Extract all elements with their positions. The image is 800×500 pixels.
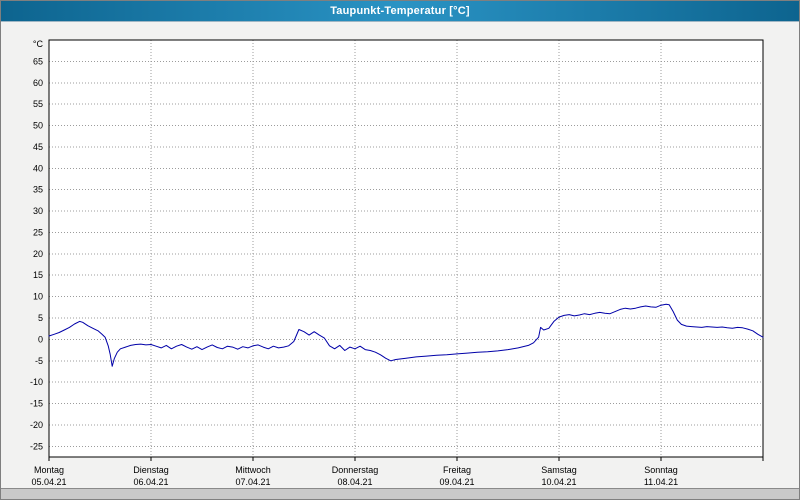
chart-area: °C 65 60 55 50 45 40 35 30 25 20 15 10 5 0 -5 -10 -15 -20-… bbox=[1, 22, 799, 488]
svg-text:25: 25 bbox=[33, 227, 43, 237]
svg-text:10: 10 bbox=[33, 292, 43, 302]
svg-text:0: 0 bbox=[38, 334, 43, 344]
x-label-date: 06.04.21 bbox=[133, 477, 168, 487]
grid-lines bbox=[49, 40, 763, 457]
svg-text:15: 15 bbox=[33, 270, 43, 280]
svg-text:55: 55 bbox=[33, 99, 43, 109]
x-label-day: Freitag bbox=[443, 465, 471, 475]
svg-text:5: 5 bbox=[38, 313, 43, 323]
x-axis-labels: Montag 05.04.21 Dienstag 06.04.21 Mittwoch 07… bbox=[31, 465, 678, 487]
x-label-day: Mittwoch bbox=[235, 465, 271, 475]
svg-text:40: 40 bbox=[33, 163, 43, 173]
x-label-day: Sonntag bbox=[644, 465, 678, 475]
x-label-day: Samstag bbox=[541, 465, 577, 475]
x-label-day: Montag bbox=[34, 465, 64, 475]
y-axis-unit-label: °C bbox=[33, 39, 44, 49]
title-bar: Taupunkt-Temperatur [°C] bbox=[1, 1, 799, 22]
svg-text:20: 20 bbox=[33, 249, 43, 259]
svg-text:60: 60 bbox=[33, 78, 43, 88]
svg-text:35: 35 bbox=[33, 185, 43, 195]
window-title: Taupunkt-Temperatur [°C] bbox=[330, 5, 470, 17]
x-label-date: 07.04.21 bbox=[235, 477, 270, 487]
svg-text:50: 50 bbox=[33, 121, 43, 131]
svg-text:65: 65 bbox=[33, 56, 43, 66]
x-label-date: 08.04.21 bbox=[337, 477, 372, 487]
x-label-day: Dienstag bbox=[133, 465, 169, 475]
x-label-day: Donnerstag bbox=[332, 465, 379, 475]
chart-canvas: °C65605550454035302520151050-5-10-15-20-… bbox=[30, 39, 764, 487]
plot-border bbox=[48, 39, 764, 458]
y-axis-labels: °C65605550454035302520151050-5-10-15-20-… bbox=[30, 39, 44, 451]
dew-point-temperature-line bbox=[48, 303, 764, 367]
plot-background bbox=[49, 40, 763, 457]
svg-text:30: 30 bbox=[33, 206, 43, 216]
x-label-date: 10.04.21 bbox=[541, 477, 576, 487]
svg-text:-5: -5 bbox=[35, 356, 43, 366]
x-label-date: 09.04.21 bbox=[439, 477, 474, 487]
x-axis-ticks bbox=[48, 457, 764, 461]
svg-text:-15: -15 bbox=[30, 399, 43, 409]
svg-text:-10: -10 bbox=[30, 377, 43, 387]
svg-text:45: 45 bbox=[33, 142, 43, 152]
status-bar bbox=[1, 488, 799, 499]
svg-text:-20: -20 bbox=[30, 420, 43, 430]
x-label-date: 11.04.21 bbox=[644, 477, 678, 487]
x-label-date: 05.04.21 bbox=[31, 477, 66, 487]
svg-text:-25: -25 bbox=[30, 441, 43, 451]
